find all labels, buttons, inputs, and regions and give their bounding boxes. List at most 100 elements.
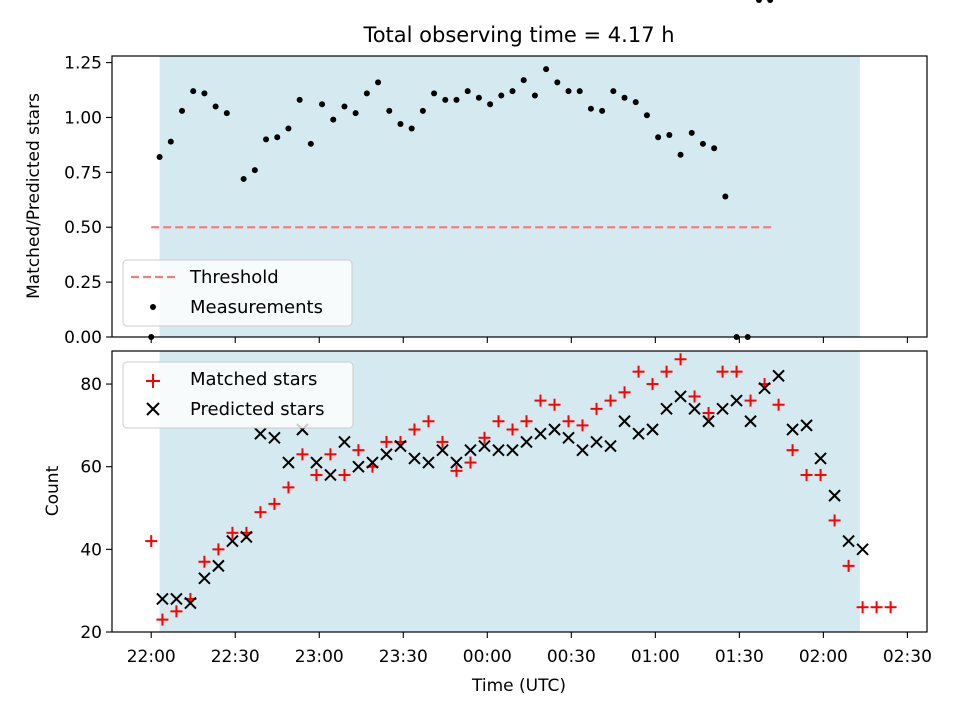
matched-star-point: [170, 605, 183, 618]
bottom-xtick-label: 02:30: [883, 647, 932, 667]
legend-predicted-swatch: [146, 402, 160, 416]
measurement-point: [352, 110, 359, 117]
bottom-xtick-label: 23:00: [295, 647, 344, 667]
measurement-point: [167, 138, 174, 145]
measurement-point: [419, 107, 426, 114]
measurement-point: [240, 175, 247, 182]
measurement-point: [464, 88, 471, 95]
predicted-star-point: [814, 452, 827, 465]
matched-star-point: [352, 444, 365, 457]
bottom-ytick-label: 60: [80, 458, 102, 478]
measurement-point: [509, 88, 516, 95]
matched-star-point: [828, 514, 841, 527]
bottom-xtick-label: 02:00: [799, 647, 848, 667]
bottom-ytick-label: 40: [80, 540, 102, 560]
measurement-point: [755, 0, 762, 3]
measurement-point: [330, 116, 337, 123]
predicted-star-point: [702, 415, 715, 428]
bottom-xtick-label: 22:30: [211, 647, 260, 667]
matched-star-point: [254, 506, 267, 519]
measurement-point: [341, 103, 348, 110]
measurement-point: [156, 153, 163, 160]
matched-star-point: [730, 365, 743, 378]
legend-measurements-label: Measurements: [190, 297, 323, 318]
bottom-legend: Matched stars Predicted stars: [122, 361, 354, 429]
predicted-star-point: [254, 427, 267, 440]
top-ylabel: Matched/Predicted stars: [24, 93, 44, 299]
predicted-star-point: [520, 435, 533, 449]
top-ytick-label: 1.25: [64, 54, 102, 74]
matched-star-point: [870, 601, 883, 614]
predicted-star-point: [380, 448, 393, 461]
predicted-star-point: [800, 419, 813, 432]
chart-title: Total observing time = 4.17 h: [362, 23, 674, 47]
measurement-point: [655, 134, 662, 141]
predicted-star-point: [394, 439, 407, 453]
matched-star-point: [688, 390, 701, 403]
measurement-point: [543, 66, 550, 73]
predicted-star-point: [408, 452, 421, 465]
measurement-point: [285, 125, 292, 132]
matched-star-point: [226, 526, 239, 539]
predicted-star-point: [492, 443, 505, 457]
matched-star-point: [450, 464, 463, 477]
matched-star-point: [814, 468, 827, 481]
measurement-point: [223, 110, 230, 117]
predicted-star-point: [786, 423, 799, 436]
measurement-point: [554, 79, 561, 86]
measurement-point: [677, 151, 684, 158]
bottom-xtick-label: 00:30: [547, 647, 596, 667]
predicted-star-point: [156, 592, 169, 606]
matched-star-point: [856, 601, 869, 614]
matched-star-point: [632, 365, 645, 378]
legend-predicted-label: Predicted stars: [190, 399, 324, 420]
predicted-star-point: [282, 456, 295, 469]
bottom-ylabel: Count: [43, 465, 63, 516]
matched-star-point: [800, 468, 813, 481]
matched-star-point: [548, 398, 561, 411]
predicted-star-point: [716, 402, 729, 416]
bottom-xtick-label: 01:00: [631, 647, 680, 667]
predicted-star-point: [562, 431, 575, 444]
measurement-point: [397, 121, 404, 128]
measurement-point: [722, 193, 729, 200]
predicted-star-point: [478, 439, 491, 453]
measurement-point: [531, 92, 538, 99]
predicted-star-point: [604, 439, 617, 453]
matched-star-point: [674, 353, 687, 366]
matched-star-point: [145, 535, 158, 548]
matched-star-point: [492, 415, 505, 428]
top-ytick-label: 0.25: [64, 273, 102, 293]
predicted-star-point: [212, 559, 225, 573]
matched-star-point: [884, 601, 897, 614]
predicted-star-point: [688, 402, 701, 416]
predicted-star-point: [184, 596, 197, 610]
bottom-xtick-label: 00:00: [463, 647, 512, 667]
matched-star-point: [576, 419, 589, 432]
measurement-point: [498, 92, 505, 99]
measurement-point: [632, 99, 639, 106]
matched-star-point: [422, 415, 435, 428]
measurement-point: [408, 125, 415, 132]
measurement-point: [599, 107, 606, 114]
top-axes-frame: [111, 55, 928, 338]
matched-star-point: [436, 435, 449, 448]
measurement-point: [643, 112, 650, 119]
measurement-point: [201, 90, 208, 97]
measurement-point: [666, 132, 673, 139]
predicted-star-point: [324, 468, 337, 482]
predicted-star-point: [464, 443, 477, 457]
measurement-point: [767, 0, 774, 3]
measurement-point: [576, 88, 583, 95]
matched-star-point: [282, 481, 295, 494]
measurement-point: [442, 96, 449, 103]
measurement-point: [520, 77, 527, 84]
predicted-star-point: [744, 415, 757, 428]
predicted-star-point: [534, 427, 547, 440]
measurement-point: [587, 105, 594, 112]
matched-star-point: [310, 468, 323, 481]
legend-matched-swatch: [146, 374, 160, 388]
measurement-point: [386, 107, 393, 114]
predicted-star-point: [646, 423, 659, 436]
measurement-point: [487, 101, 494, 108]
